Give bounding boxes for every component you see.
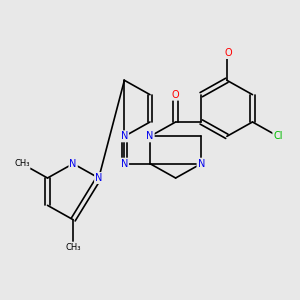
Text: N: N [121, 159, 128, 169]
Text: CH₃: CH₃ [14, 159, 30, 168]
Text: N: N [95, 173, 102, 183]
Text: N: N [121, 131, 128, 141]
Text: N: N [198, 159, 205, 169]
Text: O: O [223, 48, 231, 58]
Text: N: N [146, 131, 154, 141]
Text: CH₃: CH₃ [65, 242, 81, 251]
Text: O: O [172, 90, 179, 100]
Text: O: O [225, 48, 232, 58]
Text: N: N [69, 159, 77, 169]
Text: Cl: Cl [273, 131, 283, 141]
